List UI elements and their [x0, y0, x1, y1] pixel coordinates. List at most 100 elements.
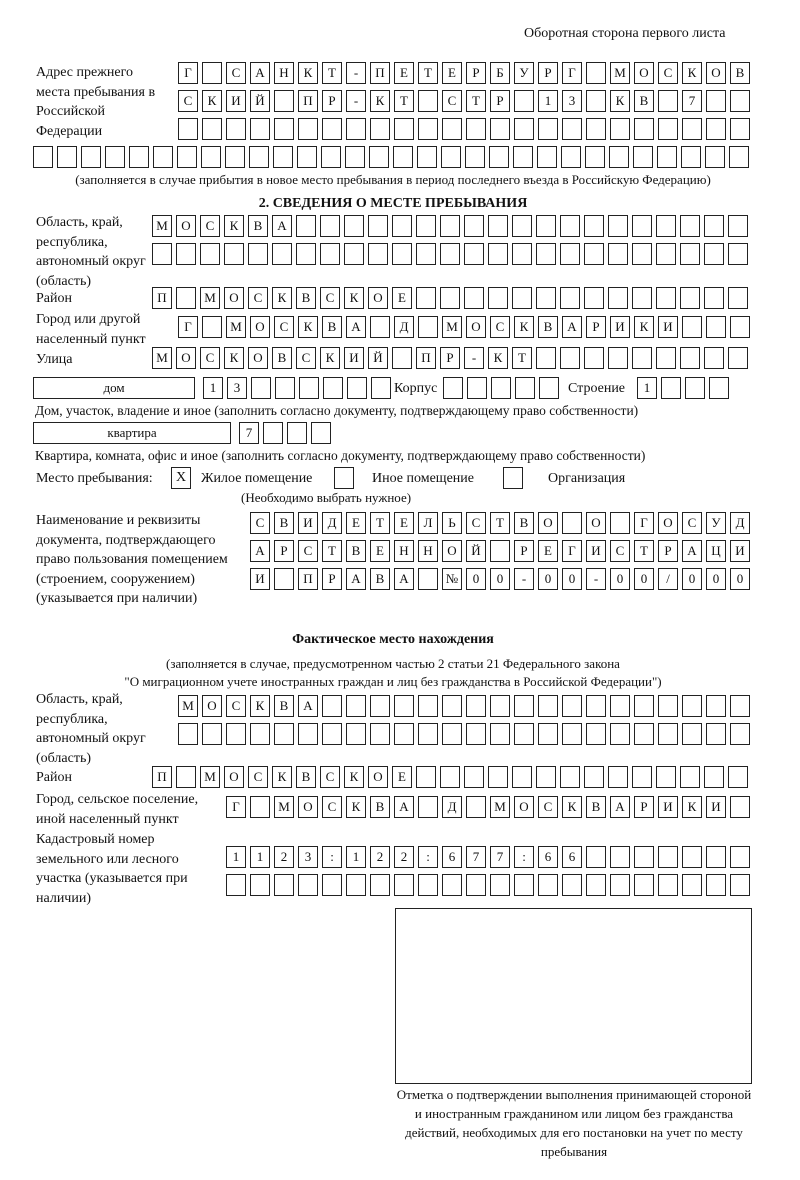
char-cell[interactable]: 1	[226, 846, 246, 868]
other-premises-checkbox[interactable]	[334, 467, 354, 489]
char-cell[interactable]: М	[178, 695, 198, 717]
char-cell[interactable]	[490, 695, 510, 717]
char-cell[interactable]: В	[730, 62, 750, 84]
char-cell[interactable]	[178, 723, 198, 745]
char-cell[interactable]	[608, 766, 628, 788]
char-cell[interactable]: 1	[346, 846, 366, 868]
char-cell[interactable]: М	[200, 287, 220, 309]
char-cell[interactable]	[297, 146, 317, 168]
char-cell[interactable]: С	[248, 287, 268, 309]
char-cell[interactable]: П	[370, 62, 390, 84]
char-cell[interactable]	[538, 118, 558, 140]
char-cell[interactable]: 7	[682, 90, 702, 112]
char-cell[interactable]: К	[272, 287, 292, 309]
char-cell[interactable]	[488, 215, 508, 237]
char-cell[interactable]	[560, 243, 580, 265]
char-cell[interactable]: С	[490, 316, 510, 338]
char-cell[interactable]	[537, 146, 557, 168]
char-cell[interactable]: 1	[538, 90, 558, 112]
char-cell[interactable]	[296, 215, 316, 237]
char-cell[interactable]	[298, 723, 318, 745]
char-cell[interactable]: Г	[178, 316, 198, 338]
char-cell[interactable]	[321, 146, 341, 168]
char-cell[interactable]	[250, 874, 270, 896]
char-cell[interactable]: Т	[418, 62, 438, 84]
char-cell[interactable]	[562, 874, 582, 896]
char-cell[interactable]	[81, 146, 101, 168]
char-cell[interactable]	[562, 118, 582, 140]
char-cell[interactable]: И	[658, 316, 678, 338]
char-cell[interactable]	[323, 377, 343, 399]
char-cell[interactable]: К	[346, 796, 366, 818]
char-cell[interactable]	[200, 243, 220, 265]
char-cell[interactable]	[513, 146, 533, 168]
char-cell[interactable]	[152, 243, 172, 265]
char-cell[interactable]	[392, 347, 412, 369]
char-cell[interactable]	[514, 874, 534, 896]
char-cell[interactable]: 7	[490, 846, 510, 868]
char-cell[interactable]: М	[442, 316, 462, 338]
char-cell[interactable]	[464, 215, 484, 237]
char-cell[interactable]: А	[346, 568, 366, 590]
char-cell[interactable]: В	[346, 540, 366, 562]
char-cell[interactable]: О	[442, 540, 462, 562]
char-cell[interactable]	[729, 146, 749, 168]
char-cell[interactable]: И	[298, 512, 318, 534]
char-cell[interactable]: Т	[512, 347, 532, 369]
char-cell[interactable]	[584, 287, 604, 309]
char-cell[interactable]	[346, 695, 366, 717]
char-cell[interactable]	[249, 146, 269, 168]
char-cell[interactable]	[466, 695, 486, 717]
char-cell[interactable]: О	[586, 512, 606, 534]
char-cell[interactable]	[416, 215, 436, 237]
char-cell[interactable]: Р	[440, 347, 460, 369]
char-cell[interactable]: Е	[346, 512, 366, 534]
char-cell[interactable]: П	[298, 568, 318, 590]
char-cell[interactable]: Р	[490, 90, 510, 112]
char-cell[interactable]	[225, 146, 245, 168]
char-cell[interactable]: О	[658, 512, 678, 534]
char-cell[interactable]	[706, 846, 726, 868]
char-cell[interactable]	[730, 796, 750, 818]
char-cell[interactable]: Д	[442, 796, 462, 818]
char-cell[interactable]: Т	[370, 512, 390, 534]
char-cell[interactable]	[709, 377, 729, 399]
char-cell[interactable]	[416, 287, 436, 309]
char-cell[interactable]: Е	[538, 540, 558, 562]
char-cell[interactable]: 0	[706, 568, 726, 590]
char-cell[interactable]	[658, 874, 678, 896]
document-row-3[interactable]: И П Р А В А № 0 0-0 0-0 0/0 0 0	[250, 568, 750, 590]
char-cell[interactable]	[296, 243, 316, 265]
char-cell[interactable]	[562, 723, 582, 745]
char-cell[interactable]: И	[250, 568, 270, 590]
char-cell[interactable]: Т	[466, 90, 486, 112]
char-cell[interactable]: Р	[586, 316, 606, 338]
char-cell[interactable]	[586, 874, 606, 896]
char-cell[interactable]: Н	[274, 62, 294, 84]
char-cell[interactable]: А	[250, 540, 270, 562]
char-cell[interactable]: О	[224, 287, 244, 309]
char-cell[interactable]: О	[176, 347, 196, 369]
char-cell[interactable]	[656, 287, 676, 309]
char-cell[interactable]: В	[322, 316, 342, 338]
char-cell[interactable]	[560, 287, 580, 309]
char-cell[interactable]: Г	[226, 796, 246, 818]
char-cell[interactable]	[322, 723, 342, 745]
char-cell[interactable]	[465, 146, 485, 168]
char-cell[interactable]	[177, 146, 197, 168]
char-cell[interactable]	[681, 146, 701, 168]
char-cell[interactable]	[224, 243, 244, 265]
char-cell[interactable]	[538, 695, 558, 717]
char-cell[interactable]: В	[274, 512, 294, 534]
char-cell[interactable]	[728, 347, 748, 369]
char-cell[interactable]	[489, 146, 509, 168]
char-cell[interactable]: И	[730, 540, 750, 562]
char-cell[interactable]	[418, 90, 438, 112]
char-cell[interactable]	[682, 695, 702, 717]
char-cell[interactable]: -	[514, 568, 534, 590]
char-cell[interactable]	[346, 118, 366, 140]
char-cell[interactable]	[704, 766, 724, 788]
char-cell[interactable]: Р	[538, 62, 558, 84]
char-cell[interactable]	[536, 287, 556, 309]
